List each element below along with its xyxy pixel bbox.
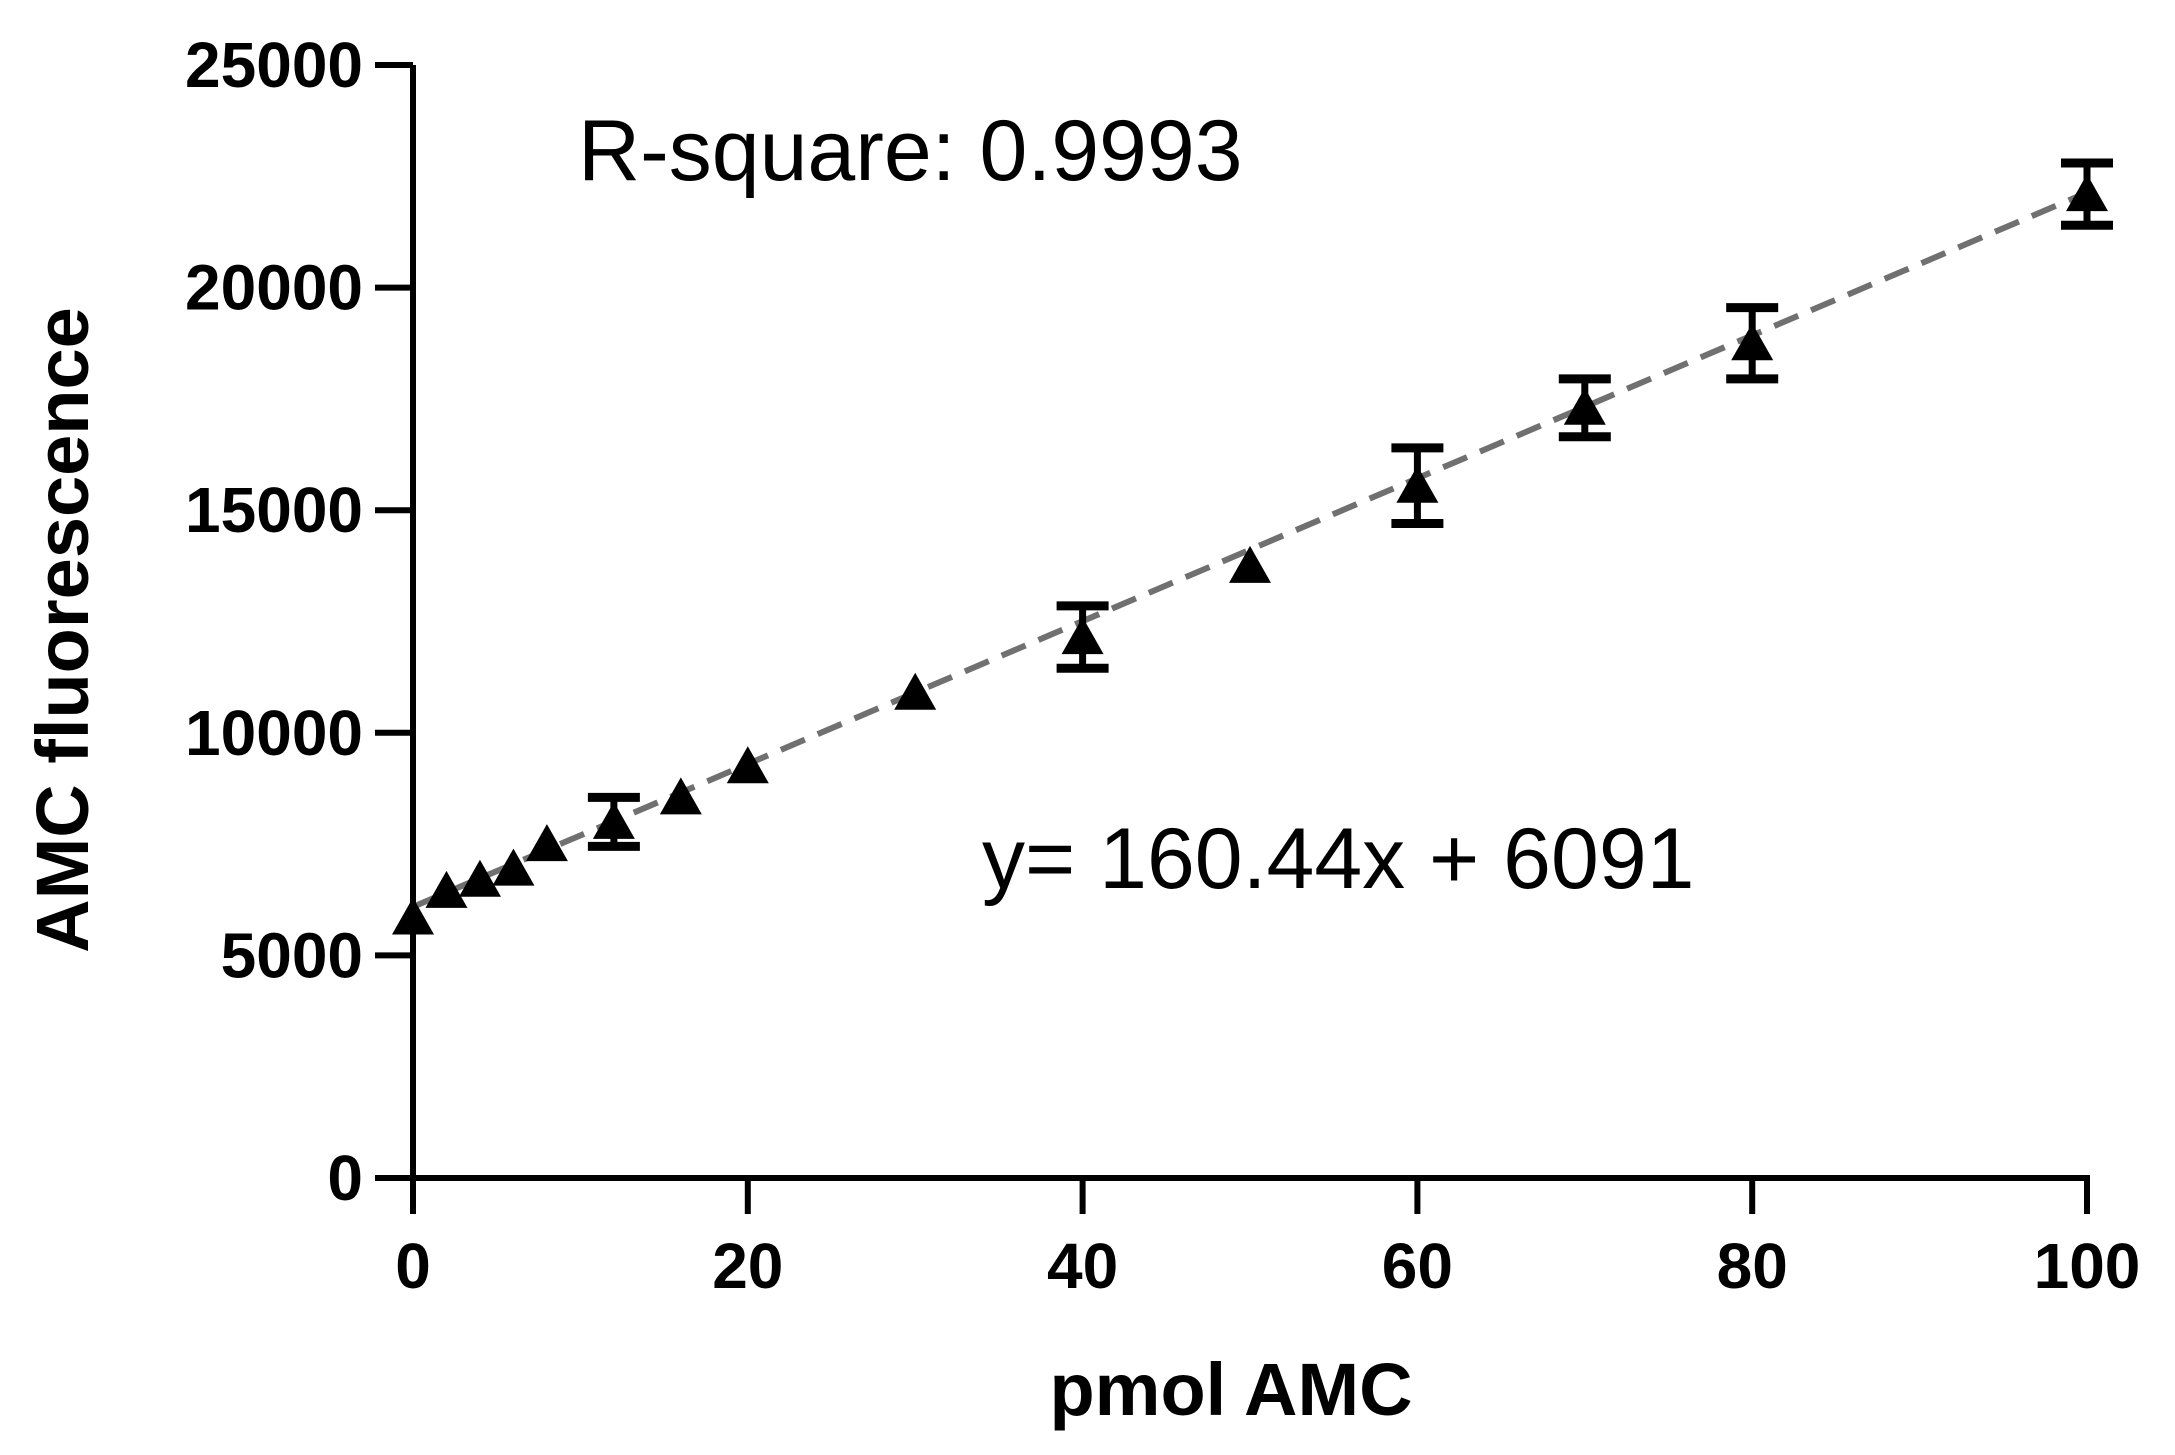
data-point-triangle — [425, 870, 468, 908]
data-point-triangle — [458, 859, 501, 897]
fit-layer — [411, 189, 2089, 910]
y-tick-label: 0 — [327, 1142, 363, 1214]
x-tick-label: 60 — [1382, 1230, 1453, 1302]
y-tick-label: 15000 — [185, 474, 363, 546]
data-point-triangle — [1061, 617, 1104, 655]
point-layer — [392, 174, 2108, 935]
data-point-triangle — [894, 672, 937, 710]
y-tick-label: 20000 — [185, 252, 363, 324]
data-point-triangle — [1563, 387, 1606, 425]
axis-layer: 0 5000 10000 15000 20000 25000 0 20 40 60 80 100 — [185, 29, 2140, 1302]
fit-line — [411, 189, 2089, 910]
x-tick-label: 0 — [395, 1230, 431, 1302]
data-point-triangle — [2066, 174, 2108, 212]
y-tick-label: 5000 — [221, 919, 363, 991]
x-tick-label: 20 — [712, 1230, 783, 1302]
data-point-triangle — [525, 824, 568, 862]
data-point-triangle — [726, 746, 769, 784]
x-tick-label: 80 — [1717, 1230, 1788, 1302]
data-point-triangle — [492, 848, 535, 886]
data-point-triangle — [592, 801, 635, 839]
equation-annotation: y= 160.44x + 6091 — [982, 811, 1694, 907]
y-tick-label: 25000 — [185, 29, 363, 101]
y-axis-title: AMC fluorescence — [21, 307, 104, 953]
y-tick-label: 10000 — [185, 697, 363, 769]
data-point-triangle — [1229, 545, 1271, 583]
data-point-triangle — [1396, 465, 1439, 503]
data-point-triangle — [659, 777, 702, 815]
x-axis-title: pmol AMC — [1049, 1348, 1412, 1431]
x-tick-label: 40 — [1047, 1230, 1118, 1302]
x-tick-label: 100 — [2034, 1230, 2141, 1302]
data-point-triangle — [1731, 323, 1774, 361]
r-square-annotation: R-square: 0.9993 — [578, 103, 1243, 199]
